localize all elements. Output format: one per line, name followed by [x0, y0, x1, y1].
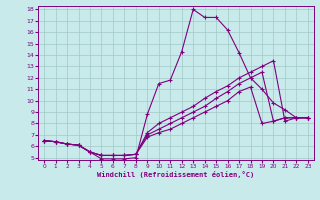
X-axis label: Windchill (Refroidissement éolien,°C): Windchill (Refroidissement éolien,°C) — [97, 171, 255, 178]
